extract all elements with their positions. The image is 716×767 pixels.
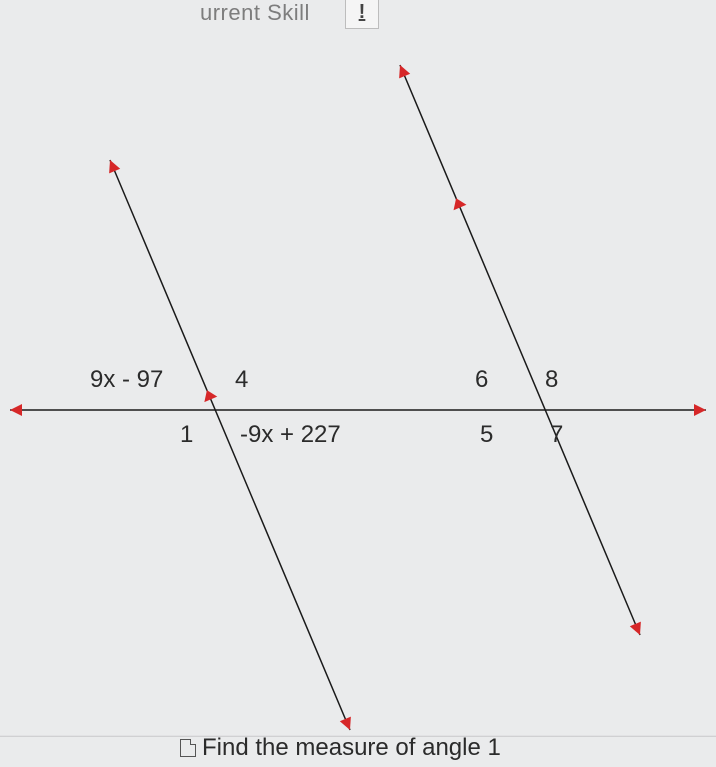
angle-label: 1	[180, 421, 193, 449]
angle-label: 9x - 97	[90, 366, 163, 394]
angle-label: 4	[235, 366, 248, 394]
angle-label: 6	[475, 366, 488, 394]
exclamation-icon: !	[359, 1, 366, 24]
angle-label: 7	[550, 421, 563, 449]
page-icon	[180, 739, 196, 757]
question-text: Find the measure of angle 1	[180, 734, 501, 762]
angle-label: 8	[545, 366, 558, 394]
header-partial-text: urrent Skill	[200, 0, 310, 26]
angle-label: 5	[480, 421, 493, 449]
info-icon-button[interactable]: !	[345, 0, 379, 29]
angle-label: -9x + 227	[240, 421, 341, 449]
